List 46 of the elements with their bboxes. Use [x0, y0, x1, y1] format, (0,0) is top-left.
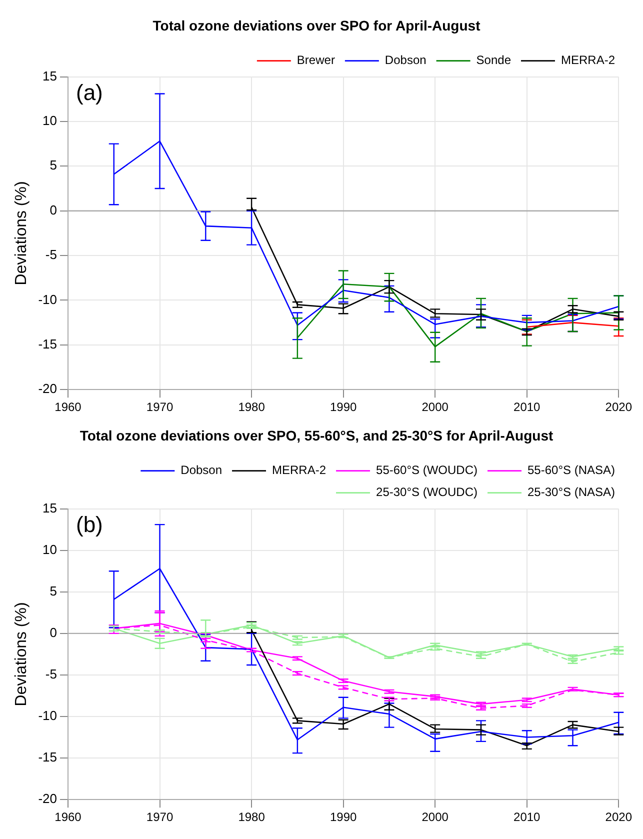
y-axis-title: Deviations (%) [13, 181, 30, 286]
y-axis-title: Deviations (%) [13, 602, 30, 706]
legend-label: 25-30°S (NASA) [528, 485, 616, 500]
legend-label: 55-60°S (NASA) [528, 463, 616, 478]
legend-label: Dobson [180, 463, 222, 478]
y-tick-label: 15 [42, 68, 57, 84]
chart-title: Total ozone deviations over SPO, 55-60°S, and 25-30°S for April-August [80, 427, 554, 444]
y-tick-label: 5 [50, 158, 57, 173]
legend-label: Brewer [296, 53, 335, 68]
x-tick-label: 1970 [146, 400, 174, 414]
x-tick-label: 1960 [54, 810, 82, 824]
x-tick-label: 2000 [422, 400, 449, 414]
legend-label: MERRA-2 [560, 53, 616, 68]
legend-label: MERRA-2 [272, 463, 326, 478]
legend-label: Dobson [384, 53, 426, 68]
x-tick-label: 1980 [238, 810, 266, 824]
y-tick-label: -5 [45, 666, 57, 682]
x-tick-label: 1970 [146, 810, 174, 824]
annotation: (b) [76, 512, 103, 537]
legend-label: 55-60°S (WOUDC) [376, 463, 478, 478]
x-tick-label: 1990 [330, 810, 357, 824]
y-tick-label: -15 [38, 336, 57, 352]
x-tick-label: 1980 [238, 400, 266, 414]
annotation: (a) [76, 80, 103, 105]
legend-label: Sonde [476, 53, 512, 68]
x-tick-label: 2000 [422, 810, 449, 824]
y-tick-label: 5 [50, 583, 57, 598]
y-tick-label: -10 [38, 292, 57, 307]
y-tick-label: -20 [38, 381, 57, 396]
y-tick-label: 15 [42, 500, 57, 516]
y-tick-label: -5 [45, 247, 57, 262]
x-tick-label: 1990 [330, 400, 357, 414]
x-tick-label: 2020 [605, 400, 632, 414]
y-tick-label: 10 [42, 542, 57, 557]
y-tick-label: -15 [38, 750, 57, 765]
x-tick-label: 2010 [514, 810, 541, 824]
chart-title: Total ozone deviations over SPO for April-August [152, 17, 481, 34]
y-tick-label: 0 [50, 202, 57, 218]
legend-label: 25-30°S (WOUDC) [376, 485, 478, 500]
y-tick-label: 10 [42, 113, 57, 128]
y-tick-label: -20 [38, 791, 57, 806]
x-tick-label: 2010 [514, 400, 541, 414]
y-tick-label: 0 [50, 625, 57, 640]
x-tick-label: 1960 [54, 400, 82, 414]
y-tick-label: -10 [38, 708, 57, 724]
x-tick-label: 2020 [605, 810, 632, 824]
